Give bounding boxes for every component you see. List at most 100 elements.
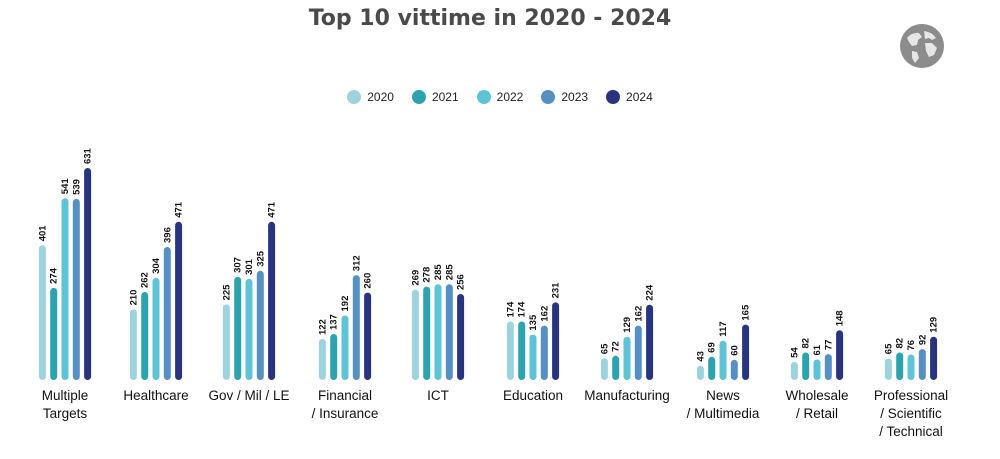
legend-label: 2022: [496, 90, 524, 104]
bar-2023-2: [256, 270, 264, 380]
bar-2024-9: [930, 336, 938, 380]
bar-2021-4: [423, 286, 431, 380]
bar-2022-0: [61, 198, 69, 380]
category-label: ICT: [427, 388, 449, 403]
data-label: 262: [140, 272, 151, 288]
bar-2021-1: [141, 292, 149, 380]
data-label: 77: [823, 340, 834, 351]
bar-2020-9: [884, 358, 892, 380]
bar-2020-3: [318, 339, 326, 380]
bar-2021-2: [234, 276, 242, 380]
bar-2021-9: [896, 352, 904, 380]
bar-2021-5: [518, 321, 526, 380]
legend: 2020 2021 2022 2023 2024: [0, 90, 1000, 104]
bar-2020-2: [222, 304, 230, 380]
data-label: 148: [835, 310, 846, 326]
data-label: 174: [505, 301, 516, 318]
bar-2024-4: [457, 294, 465, 380]
bar-2024-0: [84, 168, 92, 380]
data-label: 60: [729, 345, 740, 356]
category-label: Professional / Scientific / Technical: [874, 388, 948, 439]
bar-2023-4: [445, 284, 453, 380]
bar-2023-5: [540, 325, 548, 380]
data-label: 256: [456, 274, 467, 290]
bar-2023-6: [634, 325, 642, 380]
data-label: 43: [695, 351, 706, 362]
bar-2024-1: [175, 221, 183, 380]
data-label: 396: [162, 227, 173, 243]
legend-swatch: [541, 90, 556, 104]
legend-item-2023: 2023: [541, 90, 588, 104]
globe-icon: [900, 24, 944, 68]
bar-2020-4: [411, 289, 419, 380]
data-label: 92: [917, 335, 928, 346]
bar-2020-7: [696, 365, 704, 380]
data-label: 54: [789, 347, 800, 358]
legend-item-2022: 2022: [476, 90, 524, 104]
bar-2024-7: [742, 324, 750, 380]
data-label: 541: [60, 178, 71, 195]
category-label: Wholesale / Retail: [785, 388, 848, 421]
data-label: 278: [422, 267, 433, 283]
category-label: Multiple Targets: [42, 388, 89, 421]
data-label: 137: [329, 314, 340, 330]
data-label: 174: [517, 301, 528, 318]
category-label: Manufacturing: [584, 388, 670, 403]
bar-2023-8: [824, 354, 832, 380]
bar-2020-5: [506, 321, 514, 380]
bar-2024-2: [268, 221, 276, 380]
legend-item-2024: 2024: [606, 90, 653, 104]
bar-2022-5: [529, 334, 537, 380]
bar-2020-0: [38, 245, 46, 380]
category-label: News / Multimedia: [687, 388, 760, 421]
data-label: 65: [883, 343, 894, 354]
bar-2023-3: [352, 275, 360, 380]
data-label: 307: [233, 257, 244, 273]
bar-2022-3: [341, 315, 349, 380]
bar-2020-8: [790, 361, 798, 380]
legend-swatch: [411, 90, 426, 104]
data-label: 260: [363, 273, 374, 289]
data-label: 162: [633, 306, 644, 322]
data-label: 129: [929, 317, 940, 333]
bar-2023-7: [730, 359, 738, 380]
data-label: 304: [151, 257, 162, 274]
data-label: 61: [812, 344, 823, 355]
bar-2022-4: [434, 284, 442, 380]
data-label: 129: [622, 317, 633, 333]
bar-2024-3: [364, 292, 372, 380]
data-label: 224: [645, 284, 656, 301]
bar-2021-6: [612, 355, 620, 380]
data-label: 65: [599, 343, 610, 354]
bar-2021-3: [330, 334, 338, 380]
bar-2022-2: [245, 278, 253, 380]
data-label: 301: [244, 258, 255, 275]
bar-2020-1: [129, 309, 137, 380]
data-label: 82: [801, 338, 812, 349]
data-label: 471: [174, 201, 185, 218]
category-label: Healthcare: [123, 388, 188, 403]
data-label: 312: [351, 255, 362, 271]
data-label: 539: [71, 179, 82, 195]
data-label: 471: [267, 201, 278, 218]
legend-item-2020: 2020: [347, 90, 394, 104]
data-label: 122: [317, 319, 328, 335]
data-label: 325: [255, 250, 266, 267]
data-label: 72: [611, 341, 622, 352]
bar-2020-6: [600, 358, 608, 380]
data-label: 401: [37, 225, 48, 242]
data-label: 210: [128, 290, 139, 306]
chart-title: Top 10 vittime in 2020 - 2024: [308, 6, 672, 31]
data-label: 76: [906, 340, 917, 351]
data-label: 285: [444, 264, 455, 281]
category-label: Financial / Insurance: [312, 388, 379, 421]
legend-label: 2023: [561, 90, 589, 104]
legend-label: 2024: [626, 90, 653, 104]
legend-swatch: [606, 90, 621, 104]
data-label: 269: [410, 270, 421, 286]
bar-2021-7: [708, 356, 716, 380]
data-label: 631: [83, 147, 94, 164]
bar-2024-6: [646, 304, 654, 380]
bar-2023-0: [72, 198, 80, 380]
